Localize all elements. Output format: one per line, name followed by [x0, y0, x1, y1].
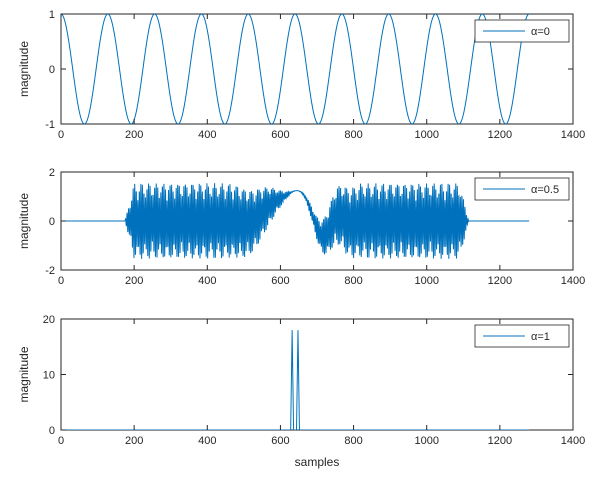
series-line: [61, 183, 530, 259]
x-tick-label: 1200: [488, 275, 512, 287]
y-tick-label: -2: [45, 265, 55, 277]
legend-label: α=0.5: [531, 184, 559, 196]
x-tick-label: 200: [125, 275, 143, 287]
y-tick-label: 0: [49, 425, 55, 437]
x-tick-label: 800: [344, 435, 362, 447]
y-tick-label: 2: [49, 167, 55, 179]
y-axis-label: magnitude: [17, 346, 31, 402]
x-tick-label: 1200: [488, 129, 512, 141]
x-tick-label: 1400: [561, 275, 585, 287]
y-tick-label: -1: [45, 119, 55, 131]
x-tick-label: 0: [58, 435, 64, 447]
y-tick-label: 10: [43, 370, 55, 382]
subplot-2: 0 200 400 600 800 1000 1200 1400-202magnitudeα=…: [17, 167, 585, 287]
y-tick-label: 0: [49, 64, 55, 76]
x-tick-label: 1200: [488, 435, 512, 447]
x-tick-label: 400: [198, 275, 216, 287]
x-tick-label: 1000: [414, 435, 438, 447]
x-tick-label: 600: [271, 129, 289, 141]
x-tick-label: 0: [58, 129, 64, 141]
x-tick-label: 400: [198, 129, 216, 141]
subplot-1: 0 200 400 600 800 1000 1200 1400-101magnitudeα=…: [17, 9, 585, 141]
x-tick-label: 0: [58, 275, 64, 287]
x-tick-label: 400: [198, 435, 216, 447]
x-tick-label: 200: [125, 435, 143, 447]
y-axis-label: magnitude: [17, 193, 31, 249]
legend-label: α=0: [531, 26, 550, 38]
subplot-3: 0 200 400 600 800 1000 1200 1400 0 10 20 magnitude s…: [17, 314, 585, 469]
series-line: [61, 14, 530, 124]
x-tick-label: 1400: [561, 435, 585, 447]
legend: α=0: [474, 19, 570, 43]
x-axis-label: samples: [295, 455, 340, 469]
x-tick-label: 1000: [414, 275, 438, 287]
x-tick-label: 800: [344, 275, 362, 287]
y-axis-label: magnitude: [17, 41, 31, 97]
y-tick-label: 0: [49, 216, 55, 228]
x-tick-label: 800: [344, 129, 362, 141]
x-tick-label: 600: [271, 275, 289, 287]
x-tick-label: 1000: [414, 129, 438, 141]
x-tick-label: 200: [125, 129, 143, 141]
series-line: [61, 330, 530, 430]
y-tick-label: 1: [49, 9, 55, 21]
legend: α=0.5: [474, 177, 570, 201]
y-tick-label: 20: [43, 314, 55, 326]
x-tick-label: 600: [271, 435, 289, 447]
legend-label: α=1: [531, 331, 550, 343]
legend: α=1: [474, 324, 570, 348]
x-tick-label: 1400: [561, 129, 585, 141]
